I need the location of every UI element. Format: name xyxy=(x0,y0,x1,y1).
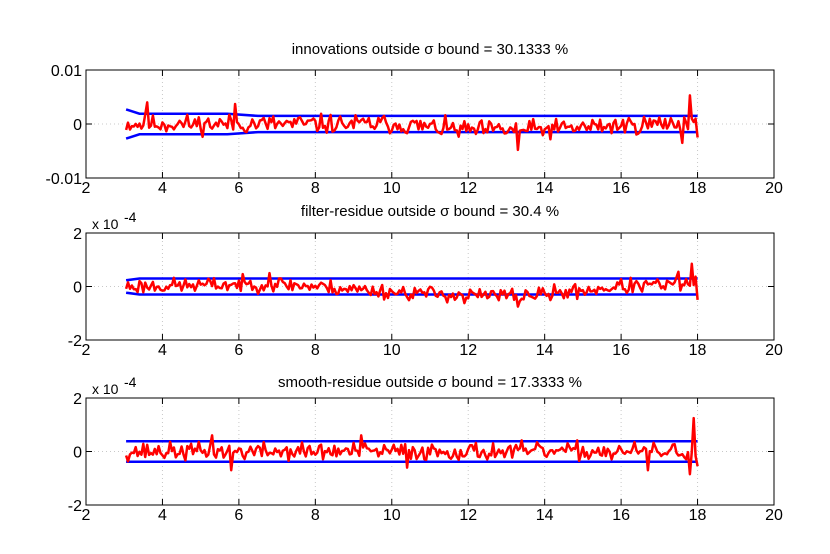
y-tick-label: 2 xyxy=(73,226,82,243)
residual-series xyxy=(124,416,699,476)
exponent-label: x 10 -4 xyxy=(92,374,137,397)
x-tick-label: 20 xyxy=(765,342,783,359)
y-tick-labels: -2 0 2 xyxy=(68,391,82,515)
y-tick-label: -0.01 xyxy=(46,171,83,188)
lower-sigma-bound xyxy=(125,291,698,296)
x-tick-label: 6 xyxy=(234,342,243,359)
x-tick-label: 6 xyxy=(234,180,243,197)
x-tick-label: 4 xyxy=(158,342,167,359)
upper-sigma-bound xyxy=(125,277,698,282)
subplot-filter-residue: 2 4 6 8 10 12 14 16 18 20 -2 0 2 filter-residue out… xyxy=(68,203,783,359)
y-tick-labels: -0.01 0 0.01 xyxy=(46,63,83,188)
residual-line xyxy=(124,94,699,152)
exponent-base: x 10 xyxy=(92,216,119,232)
x-tick-labels: 2 4 6 8 10 12 14 16 18 20 xyxy=(82,180,783,197)
x-tick-label: 16 xyxy=(612,507,630,524)
x-tick-label: 8 xyxy=(311,342,320,359)
residual-line xyxy=(124,262,699,308)
residual-series xyxy=(124,94,699,152)
x-tick-label: 10 xyxy=(383,507,401,524)
subplot-title: smooth-residue outside σ bound = 17.3333… xyxy=(278,374,582,391)
x-tick-label: 4 xyxy=(158,180,167,197)
upper-sigma-bound xyxy=(125,108,698,118)
subplot-title: filter-residue outside σ bound = 30.4 % xyxy=(301,203,559,220)
x-tick-label: 20 xyxy=(765,180,783,197)
x-tick-label: 2 xyxy=(82,507,91,524)
x-tick-labels: 2 4 6 8 10 12 14 16 18 20 xyxy=(82,507,783,524)
y-tick-label: -2 xyxy=(68,498,82,515)
exponent-label: x 10 -4 xyxy=(92,209,137,232)
x-tick-label: 12 xyxy=(459,507,477,524)
x-tick-label: 4 xyxy=(158,507,167,524)
x-tick-label: 10 xyxy=(383,180,401,197)
bound-lines xyxy=(125,277,698,296)
exponent-power: -4 xyxy=(124,209,137,225)
x-tick-labels: 2 4 6 8 10 12 14 16 18 20 xyxy=(82,342,783,359)
x-tick-label: 14 xyxy=(536,342,554,359)
x-tick-label: 6 xyxy=(234,507,243,524)
exponent-power: -4 xyxy=(124,374,137,390)
tick-marks xyxy=(85,232,775,341)
y-tick-label: 0 xyxy=(73,280,82,297)
y-tick-labels: -2 0 2 xyxy=(68,226,82,350)
x-tick-label: 16 xyxy=(612,342,630,359)
x-tick-label: 12 xyxy=(459,342,477,359)
y-tick-label: 0.01 xyxy=(51,63,82,80)
x-tick-label: 18 xyxy=(689,342,707,359)
x-tick-label: 10 xyxy=(383,342,401,359)
y-tick-label: 2 xyxy=(73,391,82,408)
x-tick-label: 18 xyxy=(689,507,707,524)
subplot-smooth-residue: 2 4 6 8 10 12 14 16 18 20 -2 0 2 smooth-residue out… xyxy=(68,374,783,524)
subplot-innovations: 2 4 6 8 10 12 14 16 18 20 -0.01 0 0.01 innovations … xyxy=(46,41,783,197)
x-tick-label: 8 xyxy=(311,507,320,524)
exponent-base: x 10 xyxy=(92,381,119,397)
x-tick-label: 2 xyxy=(82,342,91,359)
x-tick-label: 18 xyxy=(689,180,707,197)
x-tick-label: 20 xyxy=(765,507,783,524)
residual-line xyxy=(124,416,699,476)
y-tick-label: 0 xyxy=(73,445,82,462)
residual-series xyxy=(124,262,699,308)
x-tick-label: 2 xyxy=(82,180,91,197)
subplot-title: innovations outside σ bound = 30.1333 % xyxy=(292,41,569,58)
x-tick-label: 12 xyxy=(459,180,477,197)
y-tick-label: 0 xyxy=(73,117,82,134)
x-tick-label: 14 xyxy=(536,507,554,524)
x-tick-label: 8 xyxy=(311,180,320,197)
x-tick-label: 16 xyxy=(612,180,630,197)
x-tick-label: 14 xyxy=(536,180,554,197)
tick-marks xyxy=(85,397,775,506)
bound-lines xyxy=(126,440,698,463)
tick-marks xyxy=(85,69,775,179)
y-tick-label: -2 xyxy=(68,333,82,350)
